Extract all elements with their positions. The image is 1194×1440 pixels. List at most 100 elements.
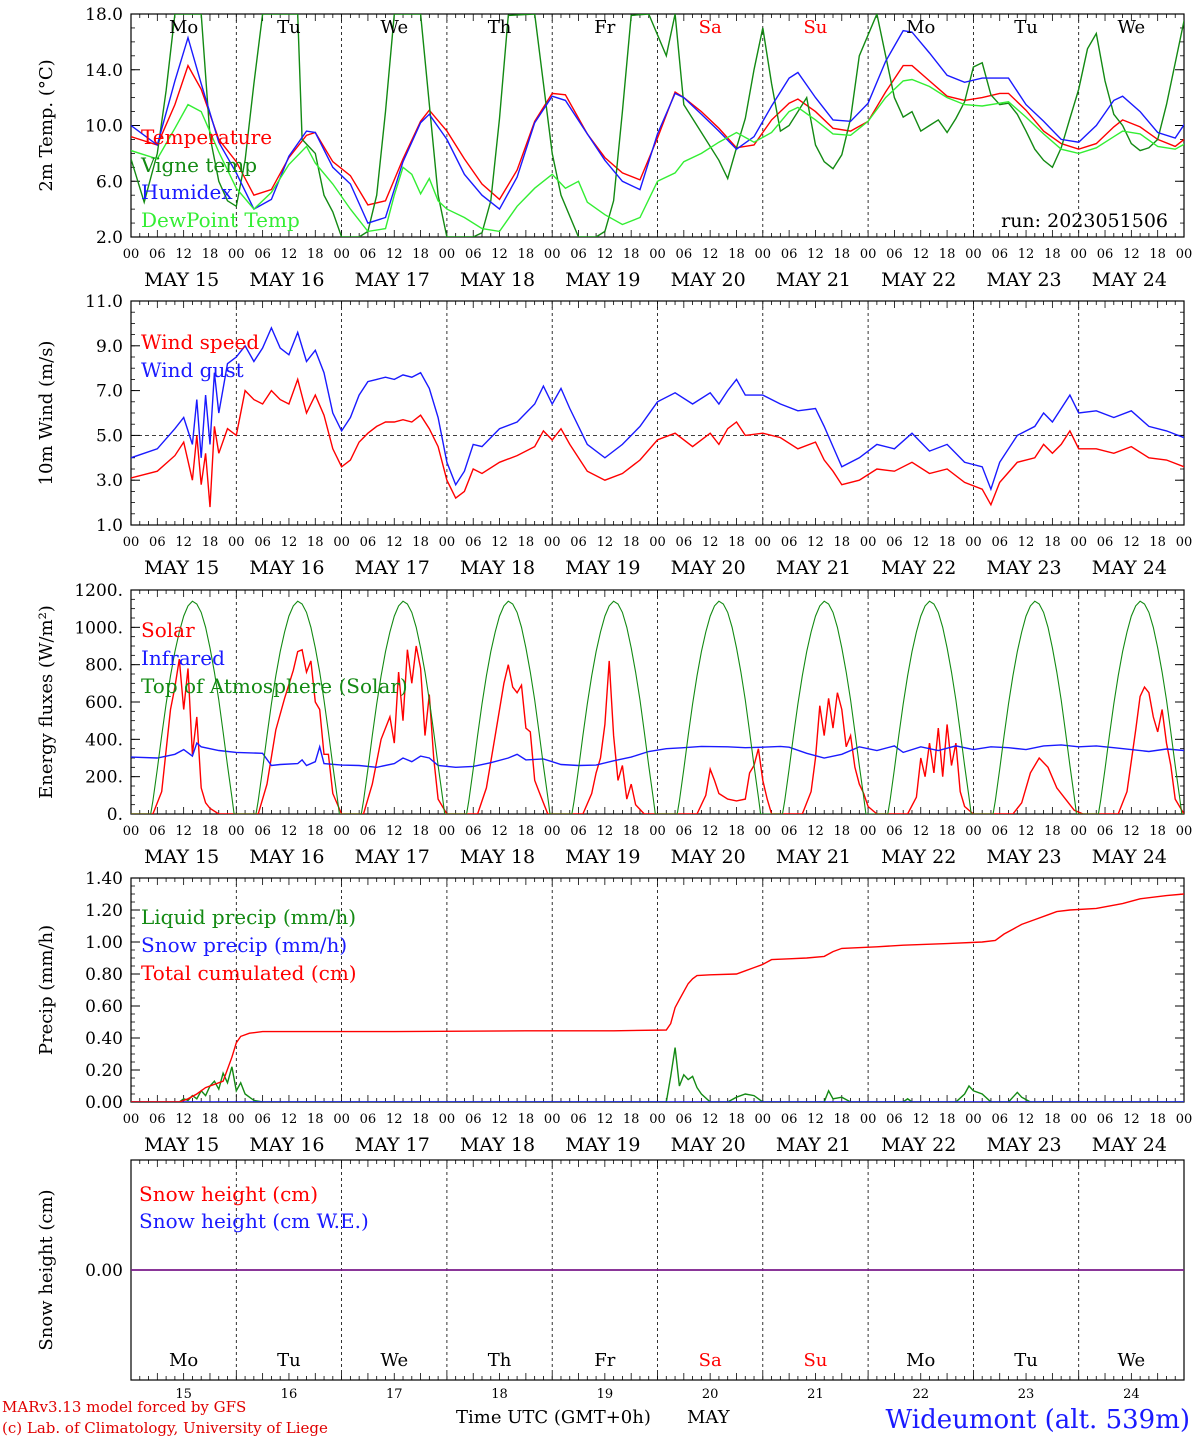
hour-tick-label: 18: [939, 1112, 956, 1127]
hour-tick-label: 12: [807, 247, 824, 262]
date-label: MAY 18: [460, 557, 535, 579]
hour-tick-label: 12: [386, 535, 403, 550]
hour-tick-label: 18: [202, 247, 219, 262]
hour-tick-label: 00: [544, 535, 561, 550]
y-tick-label: 3.0: [96, 471, 123, 491]
panel-precip: 0.00 0.20 0.40 0.60 0.80 1.00 1.20 1.40 Precip (…: [36, 869, 1192, 1156]
hour-tick-label: 12: [175, 535, 192, 550]
date-label: MAY 23: [986, 557, 1061, 579]
hour-tick-label: 00: [649, 824, 666, 839]
hour-tick-label: 06: [570, 247, 587, 262]
hour-tick-label: 00: [1070, 824, 1087, 839]
day-of-week-label: Sa: [699, 17, 722, 38]
y-tick-label: 18.0: [85, 5, 123, 25]
hour-tick-label: 06: [570, 535, 587, 550]
panel-energy: 0. 200. 400. 600. 800. 1000. 1200. Energy fluxe…: [36, 581, 1192, 868]
hour-tick-label: 06: [781, 247, 798, 262]
footer: MARv3.13 model forced by GFS (c) Lab. of …: [2, 1398, 1190, 1437]
hour-tick-label: 06: [465, 247, 482, 262]
hour-tick-label: 12: [491, 824, 508, 839]
date-label: MAY 17: [355, 846, 430, 868]
hour-tick-label: 06: [254, 1112, 271, 1127]
day-number-label: 17: [386, 1387, 403, 1402]
date-label: MAY 18: [460, 269, 535, 291]
hour-tick-label: 00: [860, 1112, 877, 1127]
hour-tick-label: 18: [202, 1112, 219, 1127]
hour-tick-label: 18: [518, 824, 535, 839]
date-label: MAY 23: [986, 1134, 1061, 1156]
date-label: MAY 19: [565, 1134, 640, 1156]
hour-tick-label: 06: [676, 535, 693, 550]
day-of-week-label: Su: [803, 1350, 827, 1371]
hour-tick-label: 00: [439, 535, 456, 550]
y-tick-label: 1.20: [85, 901, 123, 921]
legend-entry: Humidex: [141, 180, 233, 204]
panel-snow: 0.00 Snow height (cm) Snow height (cm) Snow…: [36, 1159, 1185, 1402]
date-label: MAY 24: [1092, 269, 1167, 291]
date-label: MAY 19: [565, 557, 640, 579]
day-of-week-label: Tu: [1014, 17, 1038, 38]
date-label: MAY 24: [1092, 557, 1167, 579]
hour-tick-label: 18: [623, 1112, 640, 1127]
hour-tick-label: 00: [965, 535, 982, 550]
legend-entry: Infrared: [141, 646, 225, 670]
day-number-label: 24: [1123, 1387, 1140, 1402]
hour-tick-label: 06: [781, 535, 798, 550]
hour-tick-label: 06: [886, 1112, 903, 1127]
hour-tick-label: 00: [333, 535, 350, 550]
hour-tick-label: 18: [1149, 535, 1166, 550]
hour-tick-label: 06: [570, 824, 587, 839]
day-number-label: 20: [702, 1387, 719, 1402]
date-label: MAY 20: [671, 557, 746, 579]
day-number-label: 19: [597, 1387, 614, 1402]
hour-tick-label: 06: [991, 824, 1008, 839]
legend-entry: Snow precip (mm/h): [141, 933, 347, 957]
hour-tick-label: 00: [123, 1112, 140, 1127]
y-tick-label: 5.0: [96, 426, 123, 446]
hour-tick-label: 12: [702, 535, 719, 550]
y-tick-label: 1000.: [74, 618, 123, 638]
date-label: MAY 17: [355, 557, 430, 579]
y-tick-label: 7.0: [96, 382, 123, 402]
hour-tick-label: 06: [149, 1112, 166, 1127]
date-label: MAY 15: [144, 557, 219, 579]
y-tick-label: 200.: [85, 768, 123, 788]
hour-tick-label: 00: [228, 824, 245, 839]
day-of-week-label: Su: [803, 17, 827, 38]
legend-entry: DewPoint Temp: [141, 208, 300, 232]
date-label: MAY 18: [460, 1134, 535, 1156]
y-tick-label: 9.0: [96, 337, 123, 357]
hour-tick-label: 18: [939, 247, 956, 262]
day-of-week-label: We: [380, 1350, 408, 1371]
hour-tick-label: 00: [544, 824, 561, 839]
hour-tick-label: 00: [649, 1112, 666, 1127]
day-of-week-label: Th: [488, 1350, 512, 1371]
hour-tick-label: 12: [175, 824, 192, 839]
hour-tick-label: 18: [518, 247, 535, 262]
hour-tick-label: 06: [1097, 247, 1114, 262]
hour-tick-label: 18: [939, 824, 956, 839]
hour-tick-label: 12: [1123, 1112, 1140, 1127]
series-line-vigne-temp: [131, 14, 1184, 237]
hour-tick-label: 00: [1176, 247, 1193, 262]
series-line-dewpoint-temp: [131, 78, 1184, 233]
hour-tick-label: 00: [544, 247, 561, 262]
hour-tick-label: 18: [623, 824, 640, 839]
y-tick-label: 2.0: [96, 228, 123, 248]
hour-tick-label: 06: [886, 535, 903, 550]
date-label: MAY 16: [249, 269, 324, 291]
hour-tick-label: 06: [254, 535, 271, 550]
day-of-week-label: Mo: [169, 17, 198, 38]
day-number-label: 21: [807, 1387, 824, 1402]
hour-tick-label: 18: [518, 1112, 535, 1127]
lab-credit: (c) Lab. of Climatology, University of L…: [2, 1419, 328, 1437]
date-label: MAY 16: [249, 1134, 324, 1156]
hour-tick-label: 18: [1044, 535, 1061, 550]
hour-tick-label: 00: [544, 1112, 561, 1127]
date-label: MAY 19: [565, 846, 640, 868]
y-axis-label: Snow height (cm): [36, 1189, 57, 1350]
hour-tick-label: 18: [307, 824, 324, 839]
date-label: MAY 22: [881, 846, 956, 868]
hour-tick-label: 12: [175, 1112, 192, 1127]
hour-tick-label: 18: [412, 824, 429, 839]
